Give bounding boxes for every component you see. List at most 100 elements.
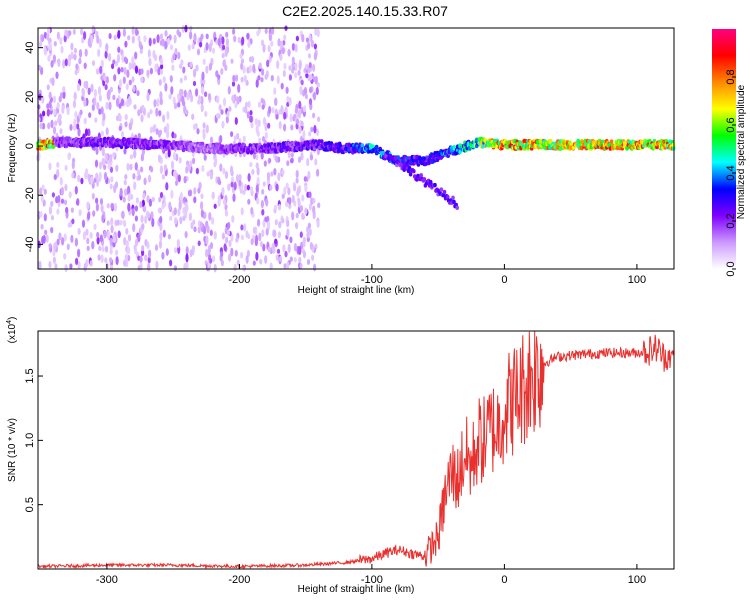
spectrogram-cell — [151, 217, 155, 228]
spectrogram-cell — [170, 85, 174, 95]
spectrogram-cell — [308, 131, 312, 137]
spectrogram-cell — [132, 223, 136, 233]
spectrogram-cell — [217, 113, 221, 119]
spectrogram-cell — [137, 169, 141, 176]
spectrogram-cell — [240, 251, 244, 259]
snr-frame — [37, 330, 675, 570]
spectrogram-cell — [99, 65, 103, 74]
spectrogram-cell — [181, 147, 186, 153]
spectrogram-cell — [194, 123, 198, 130]
spectrogram-cell — [189, 31, 193, 40]
spectrogram-cell — [141, 245, 145, 252]
spectrogram-cell — [258, 232, 262, 242]
spectrogram-cell — [178, 200, 182, 210]
spectrogram-cell — [242, 65, 246, 75]
spectrogram-cell — [195, 167, 199, 175]
spectrogram-cell — [247, 173, 251, 182]
spectrogram-cell — [94, 117, 98, 123]
spectrogram-cell — [125, 83, 129, 91]
spectrogram-cell — [232, 28, 236, 35]
spectrogram-cell — [293, 184, 297, 192]
spectrogram-cell — [115, 256, 119, 266]
spectrogram-cell — [177, 51, 181, 60]
spectrogram-cell — [236, 96, 240, 105]
spectrogram-cell — [91, 25, 95, 33]
spectrogram-cell — [317, 202, 321, 209]
spectrogram-cell — [282, 244, 286, 253]
spectrogram-cell — [187, 44, 191, 51]
spectrogram-cell — [105, 43, 109, 52]
spectrogram-cell — [277, 203, 282, 211]
spectrogram-cell — [52, 54, 57, 63]
spectrogram-cell — [218, 104, 222, 111]
spectrogram-cell — [290, 152, 294, 158]
spectrogram-cell — [41, 184, 45, 191]
spectrogram-cell — [293, 256, 297, 263]
snr-y-multiplier: (x104) — [6, 317, 18, 344]
spectrogram-cell — [200, 141, 205, 147]
x-tick-label: -200 — [228, 574, 250, 586]
spectrogram-cell — [59, 128, 63, 135]
spectrogram-cell — [234, 117, 238, 125]
y-tick-label: 0 — [24, 143, 36, 149]
spectrogram-cell — [233, 135, 237, 142]
spectrogram-cell — [265, 228, 269, 236]
spectrogram-cell — [137, 35, 141, 42]
spectrogram-cell — [412, 169, 416, 174]
spectrogram-cell — [123, 147, 127, 155]
spectrogram-cell — [300, 152, 304, 161]
spectrogram-cell — [308, 228, 312, 236]
spectrogram-cell — [217, 74, 221, 80]
spectrogram-cell — [212, 47, 216, 54]
spectrogram-cell — [182, 215, 186, 222]
spectrogram-cell — [266, 59, 270, 68]
spectrogram-cell — [131, 26, 135, 35]
spectrogram-cell — [100, 75, 104, 81]
spectrogram-cell — [278, 121, 282, 130]
spectrogram-cell — [52, 126, 57, 135]
spectrogram-cell — [205, 235, 209, 245]
spectrogram-cell — [291, 62, 295, 69]
spectrogram-cell — [89, 260, 93, 267]
spectrogram-cell — [251, 55, 255, 63]
spectrogram-cell — [187, 164, 191, 172]
spectrogram-cell — [140, 76, 144, 83]
spectrogram-cell — [199, 36, 203, 43]
spectrogram-cell — [274, 219, 278, 226]
spectrogram-cell — [287, 243, 291, 253]
spectrogram-cell — [166, 110, 170, 120]
spectrogram-cell — [205, 248, 209, 258]
spectrogram-cell — [221, 187, 225, 196]
spectrogram-cell — [287, 48, 291, 57]
spectrogram-cell — [281, 169, 285, 176]
spectrogram-cell — [197, 226, 201, 234]
spectrogram-cell — [199, 221, 203, 228]
spectrogram-cell — [74, 69, 78, 76]
spectrogram-cell — [298, 126, 302, 134]
spectrogram-cell — [313, 263, 317, 272]
spectrogram-cell — [264, 122, 268, 132]
spectrogram-cell — [212, 255, 216, 263]
spectrogram-cell — [142, 192, 146, 200]
spectrogram-cell — [144, 215, 148, 224]
spectrogram-cell — [46, 33, 50, 41]
spectrogram-cell — [125, 240, 129, 247]
spectrogram-cell — [77, 248, 81, 258]
spectrogram-cell — [224, 204, 228, 211]
spectrogram-cell — [123, 236, 127, 246]
spectrogram-cell — [159, 215, 163, 224]
spectrogram-cell — [371, 144, 375, 149]
spectrogram-cell — [172, 53, 176, 61]
spectrogram-cell — [247, 100, 251, 108]
spectrogram-cell — [451, 195, 455, 200]
spectrogram-cell — [313, 52, 317, 61]
spectrogram-cell — [109, 237, 113, 246]
spectrogram-cell — [257, 75, 261, 81]
spectrogram-cell — [39, 187, 43, 196]
spectrogram-cell — [92, 210, 96, 217]
spectrogram-cell — [67, 222, 71, 228]
spectrogram-cell — [232, 193, 236, 203]
spectrogram-cell — [173, 169, 177, 177]
spectrogram-cell — [63, 199, 68, 206]
spectrogram-cell — [64, 58, 68, 67]
